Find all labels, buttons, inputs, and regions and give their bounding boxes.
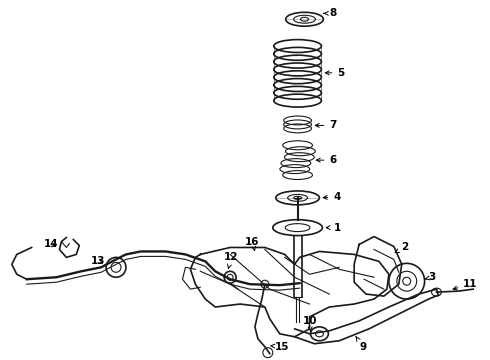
Text: 14: 14 bbox=[44, 239, 58, 249]
Text: 13: 13 bbox=[91, 256, 106, 266]
Text: 4: 4 bbox=[323, 192, 341, 202]
Text: 3: 3 bbox=[425, 272, 436, 282]
Text: 15: 15 bbox=[271, 342, 289, 352]
Text: 11: 11 bbox=[453, 279, 478, 290]
Text: 8: 8 bbox=[324, 8, 337, 18]
Text: 7: 7 bbox=[316, 121, 337, 130]
Text: 6: 6 bbox=[317, 155, 337, 165]
Text: 10: 10 bbox=[302, 316, 317, 332]
Text: 16: 16 bbox=[245, 237, 260, 251]
Text: 2: 2 bbox=[395, 243, 408, 253]
Text: 9: 9 bbox=[356, 337, 366, 352]
Text: 1: 1 bbox=[326, 222, 341, 233]
Text: 5: 5 bbox=[325, 68, 344, 78]
Text: 12: 12 bbox=[224, 252, 239, 268]
